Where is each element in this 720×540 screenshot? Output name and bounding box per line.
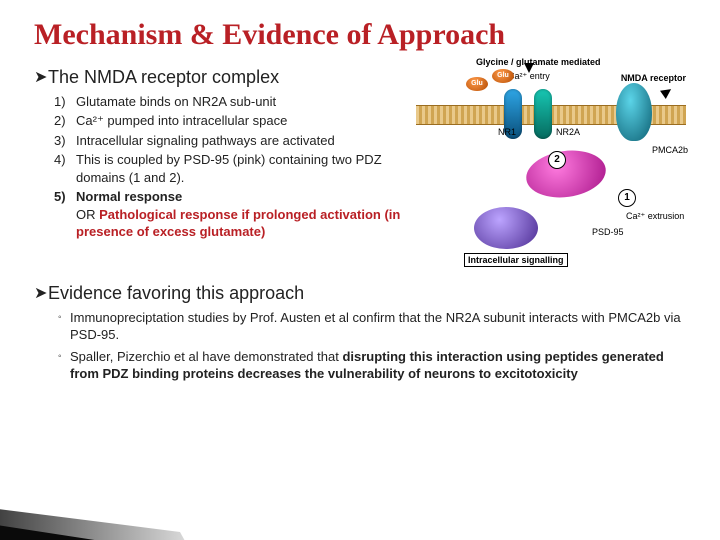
bullet-marker-icon: ➤ bbox=[34, 67, 48, 89]
body-row: ➤ The NMDA receptor complex 1) Glutamate… bbox=[34, 67, 686, 269]
circled-number: 1 bbox=[618, 189, 636, 207]
glu-shape: Glu bbox=[466, 77, 488, 91]
page-title: Mechanism & Evidence of Approach bbox=[34, 18, 686, 53]
text-run: OR bbox=[76, 207, 99, 222]
list-text: Normal response OR Pathological response… bbox=[76, 188, 408, 241]
diagram-label-intracell: Intracellular signalling bbox=[464, 253, 568, 267]
text-column: ➤ The NMDA receptor complex 1) Glutamate… bbox=[34, 67, 408, 243]
list-number: 3) bbox=[54, 132, 76, 150]
arrow-out-icon bbox=[660, 85, 674, 99]
list-text: Glutamate binds on NR2A sub-unit bbox=[76, 93, 408, 111]
text-run-emphasis: Pathological response if prolonged activ… bbox=[76, 207, 400, 240]
sub-bullet-icon: ◦ bbox=[58, 348, 70, 383]
list-item: ◦ Spaller, Pizerchio et al have demonstr… bbox=[58, 348, 686, 383]
section2-heading: Evidence favoring this approach bbox=[48, 283, 304, 304]
corner-wedge-icon bbox=[0, 470, 190, 540]
bullet-marker-icon: ➤ bbox=[34, 283, 48, 305]
list-item: ◦ Immunopreciptation studies by Prof. Au… bbox=[58, 309, 686, 344]
section2-heading-row: ➤ Evidence favoring this approach bbox=[34, 283, 686, 305]
text-run: Immunopreciptation studies by Prof. Aust… bbox=[70, 310, 681, 343]
nr2a-shape bbox=[534, 89, 552, 139]
list-item: 1) Glutamate binds on NR2A sub-unit bbox=[54, 93, 408, 111]
section2: ➤ Evidence favoring this approach ◦ Immu… bbox=[34, 283, 686, 383]
list-item: 5) Normal response OR Pathological respo… bbox=[54, 188, 408, 241]
text-run: Normal response bbox=[76, 189, 182, 204]
sub-bullet-icon: ◦ bbox=[58, 309, 70, 344]
list-item: 4) This is coupled by PSD-95 (pink) cont… bbox=[54, 151, 408, 186]
psd95-shape bbox=[523, 145, 609, 202]
list-number: 1) bbox=[54, 93, 76, 111]
arrow-down-icon bbox=[524, 63, 534, 73]
list-text: This is coupled by PSD-95 (pink) contain… bbox=[76, 151, 408, 186]
list-number: 5) bbox=[54, 188, 76, 241]
circled-number: 2 bbox=[548, 151, 566, 169]
list-text: Ca²⁺ pumped into intracellular space bbox=[76, 112, 408, 130]
list-text: Immunopreciptation studies by Prof. Aust… bbox=[70, 309, 686, 344]
nmda-diagram: Glycine / glutamate mediated Ca²⁺ entry … bbox=[416, 59, 686, 269]
list-number: 4) bbox=[54, 151, 76, 186]
text-run: Spaller, Pizerchio et al have demonstrat… bbox=[70, 349, 342, 364]
section1-heading-row: ➤ The NMDA receptor complex bbox=[34, 67, 408, 89]
diagram-label-receptor: NMDA receptor bbox=[621, 73, 686, 83]
list-number: 2) bbox=[54, 112, 76, 130]
section1-list: 1) Glutamate binds on NR2A sub-unit 2) C… bbox=[54, 93, 408, 241]
diagram-label-top: Glycine / glutamate mediated bbox=[476, 57, 601, 67]
slide: Mechanism & Evidence of Approach ➤ The N… bbox=[0, 0, 720, 540]
diagram-column: Glycine / glutamate mediated Ca²⁺ entry … bbox=[416, 59, 686, 269]
pmca-shape bbox=[616, 83, 652, 141]
section2-list: ◦ Immunopreciptation studies by Prof. Au… bbox=[58, 309, 686, 383]
list-item: 2) Ca²⁺ pumped into intracellular space bbox=[54, 112, 408, 130]
list-text: Spaller, Pizerchio et al have demonstrat… bbox=[70, 348, 686, 383]
diagram-label-nr1: NR1 bbox=[498, 127, 516, 137]
diagram-label-nr2a: NR2A bbox=[556, 127, 580, 137]
section1-heading: The NMDA receptor complex bbox=[48, 67, 279, 88]
diagram-label-ca-ext: Ca²⁺ extrusion bbox=[626, 211, 684, 222]
diagram-label-pmca: PMCA2b bbox=[652, 145, 688, 155]
list-text: Intracellular signaling pathways are act… bbox=[76, 132, 408, 150]
intracell-shape bbox=[474, 207, 538, 249]
glu-shape: Glu bbox=[492, 69, 514, 83]
diagram-label-psd95: PSD-95 bbox=[592, 227, 624, 237]
list-item: 3) Intracellular signaling pathways are … bbox=[54, 132, 408, 150]
